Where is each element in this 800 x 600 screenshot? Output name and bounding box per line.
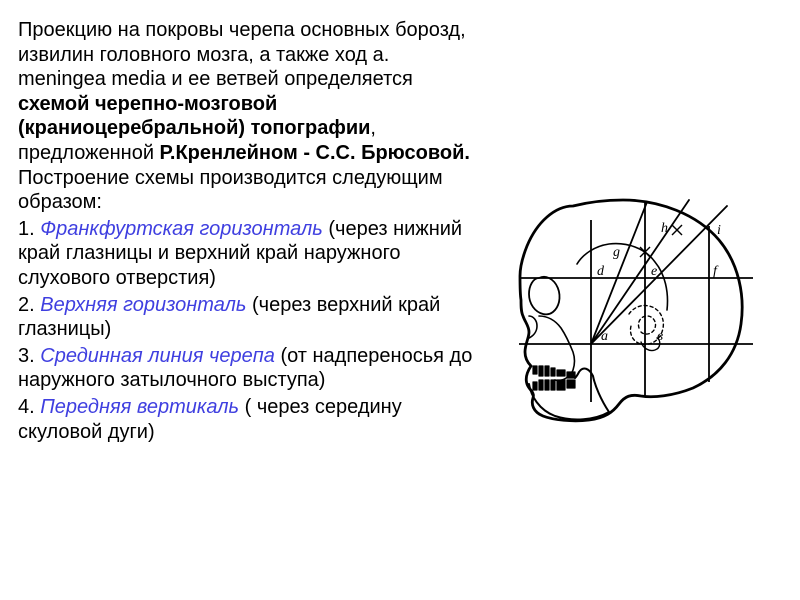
item-2-n: 2. <box>18 294 40 316</box>
list-item-3: 3. Срединная линия черепа (от надперенос… <box>18 344 478 393</box>
item-1-term: Франкфуртская горизонталь <box>40 218 323 240</box>
svg-text:в: в <box>657 329 663 344</box>
svg-text:h: h <box>661 221 668 236</box>
text-column: Проекцию на покровы черепа основных боро… <box>18 18 478 590</box>
item-1-n: 1. <box>18 218 40 240</box>
item-3-n: 3. <box>18 345 40 367</box>
figure-column: aвdefghi <box>478 18 788 590</box>
svg-text:a: a <box>601 329 608 344</box>
svg-text:g: g <box>613 245 620 260</box>
svg-text:e: e <box>651 264 657 279</box>
intro-pre: Проекцию на покровы черепа основных боро… <box>18 19 466 90</box>
item-2-term: Верхняя горизонталь <box>40 294 246 316</box>
intro-paragraph: Проекцию на покровы черепа основных боро… <box>18 18 478 215</box>
skull-diagram: aвdefghi <box>483 144 783 464</box>
list-item-4: 4. Передняя вертикаль ( через середину с… <box>18 395 478 444</box>
list-item-1: 1. Франкфуртская горизонталь (через нижн… <box>18 217 478 291</box>
svg-text:d: d <box>597 264 605 279</box>
item-3-term: Срединная линия черепа <box>40 345 275 367</box>
list-item-2: 2. Верхняя горизонталь (через верхний кр… <box>18 293 478 342</box>
intro-bold-1: схемой черепно-мозговой (краниоцеребраль… <box>18 93 370 140</box>
item-4-n: 4. <box>18 396 40 418</box>
intro-bold-2: Р.Кренлейном - С.С. Брюсовой. <box>160 142 470 164</box>
svg-text:i: i <box>717 223 721 238</box>
intro-post: Построение схемы производится следующим … <box>18 167 443 214</box>
item-4-term: Передняя вертикаль <box>40 396 239 418</box>
